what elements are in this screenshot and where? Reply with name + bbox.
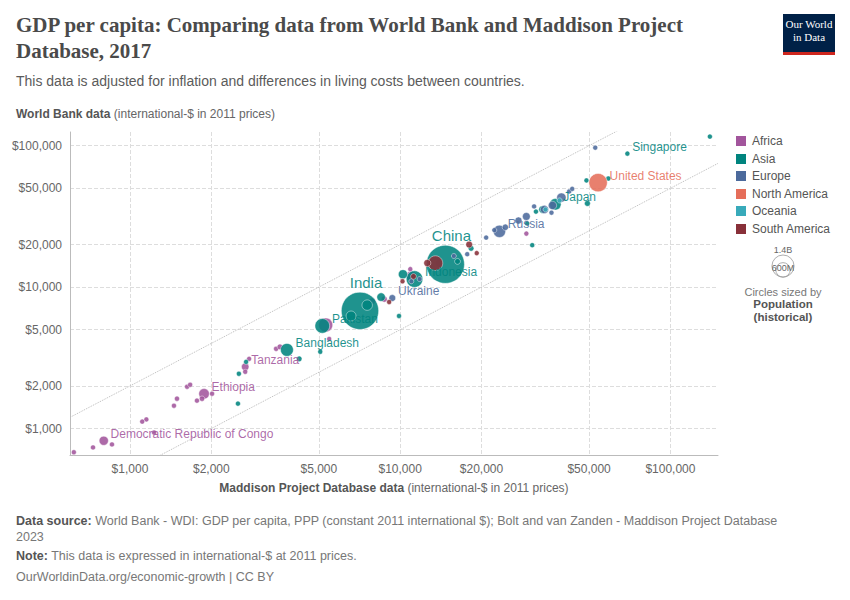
svg-text:$5,000: $5,000: [300, 462, 337, 476]
svg-text:Pakistan: Pakistan: [332, 312, 378, 326]
svg-text:$5,000: $5,000: [25, 323, 62, 337]
svg-text:$20,000: $20,000: [19, 238, 63, 252]
svg-text:Democratic Republic of Congo: Democratic Republic of Congo: [111, 427, 274, 441]
svg-text:$100,000: $100,000: [12, 139, 62, 153]
svg-text:United States: United States: [610, 169, 682, 183]
html-text:This data is adjusted for infl: This data is adjusted for inflation and …: [16, 73, 525, 89]
svg-text:$2,000: $2,000: [25, 379, 62, 393]
svg-text:1.4B: 1.4B: [774, 245, 793, 255]
svg-text:$50,000: $50,000: [19, 181, 63, 195]
svg-text:Bangladesh: Bangladesh: [296, 336, 359, 350]
html-text:Oceania: Oceania: [752, 204, 797, 218]
html-text:Note: This data is expressed i: Note: This data is expressed in internat…: [16, 549, 357, 563]
svg-text:$50,000: $50,000: [567, 462, 611, 476]
svg-text:China: China: [432, 227, 472, 244]
svg-text:Russia: Russia: [508, 217, 545, 231]
svg-text:$10,000: $10,000: [378, 462, 422, 476]
svg-text:India: India: [350, 274, 383, 291]
html-text:GDP per capita: Comparing data: GDP per capita: Comparing data from Worl…: [16, 13, 683, 63]
svg-text:Indonesia: Indonesia: [425, 265, 477, 279]
html-text:Our World in Data: Our World in Data: [785, 18, 833, 43]
html-text:Africa: Africa: [752, 134, 783, 148]
html-text:South America: South America: [752, 221, 830, 236]
svg-text:$10,000: $10,000: [19, 280, 63, 294]
svg-text:$100,000: $100,000: [645, 462, 695, 476]
html-text:Circles sized by: Circles sized by: [744, 286, 822, 299]
svg-text:$1,000: $1,000: [112, 462, 149, 476]
html-text:Population (historical): Population (historical): [753, 298, 813, 324]
html-text:North America: North America: [752, 186, 828, 201]
svg-text:Tanzania: Tanzania: [251, 353, 299, 367]
html-text:Maddison Project Database data: Maddison Project Database data (internat…: [219, 481, 569, 495]
svg-text:600M: 600M: [772, 263, 795, 273]
svg-text:Ukraine: Ukraine: [398, 284, 440, 298]
html-text:Asia: Asia: [752, 151, 776, 166]
html-text:World Bank data (international: World Bank data (international-$ in 2011…: [16, 107, 275, 121]
html-text:OurWorldinData.org/economic-gr: OurWorldinData.org/economic-growth | CC …: [16, 570, 274, 584]
svg-text:$20,000: $20,000: [460, 462, 504, 476]
svg-text:Ethiopia: Ethiopia: [212, 380, 256, 394]
svg-text:$1,000: $1,000: [25, 422, 62, 436]
svg-text:Japan: Japan: [563, 190, 596, 204]
svg-text:$2,000: $2,000: [193, 462, 230, 476]
svg-text:Singapore: Singapore: [632, 140, 687, 154]
html-text:Europe: Europe: [752, 169, 791, 183]
html-text:Data source: World Bank - WDI:: Data source: World Bank - WDI: GDP per c…: [16, 514, 778, 544]
